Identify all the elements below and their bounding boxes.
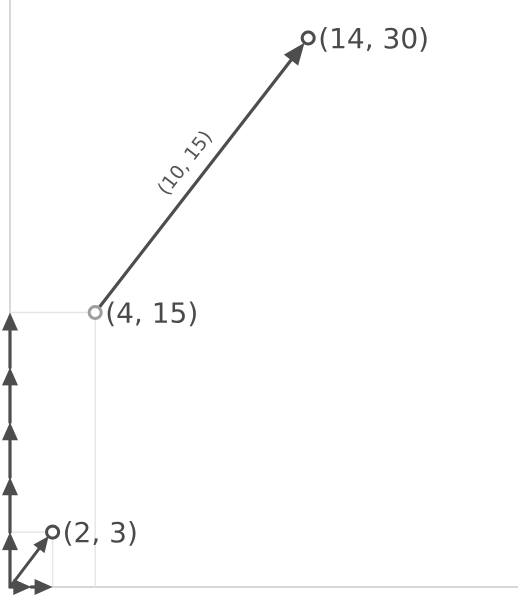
- small-vector-arrow-head: [33, 536, 49, 554]
- unit-arrow-x-head: [13, 579, 32, 595]
- unit-arrow-y: [2, 532, 18, 589]
- unit-arrow-y: [2, 422, 18, 479]
- unit-arrow-y: [2, 477, 18, 534]
- point-marker: [300, 30, 316, 46]
- vector-label: (10, 15): [153, 127, 217, 200]
- unit-arrow-y-head: [2, 477, 18, 496]
- point-marker: [87, 305, 103, 320]
- axes: [9, 0, 518, 588]
- point-label: (4, 15): [105, 297, 198, 330]
- small-vector-arrow-shaft: [8, 545, 42, 589]
- unit-arrow-x-head: [34, 579, 53, 595]
- points: (2, 3) (4, 15) (14, 30): [45, 22, 429, 549]
- guide-lines: [10, 311, 96, 587]
- unit-arrow-y-head: [2, 422, 18, 441]
- unit-arrow-y: [2, 367, 18, 424]
- point-label: (14, 30): [318, 22, 429, 55]
- unit-arrows: [2, 312, 53, 595]
- unit-arrow-y-head: [2, 532, 18, 551]
- unit-arrow-x: [29, 579, 53, 595]
- vectors: (10, 15): [97, 42, 305, 309]
- point-label: (2, 3): [63, 516, 138, 549]
- point-marker: [45, 524, 61, 540]
- small-vector-arrow: [8, 536, 49, 589]
- unit-arrow-y-head: [2, 312, 18, 331]
- vector-arrow-head: [283, 42, 305, 66]
- unit-arrow-y-head: [2, 367, 18, 386]
- unit-arrow-y: [2, 312, 18, 369]
- vector-arrow-shaft: [97, 56, 294, 309]
- vector-arrow: [97, 42, 305, 309]
